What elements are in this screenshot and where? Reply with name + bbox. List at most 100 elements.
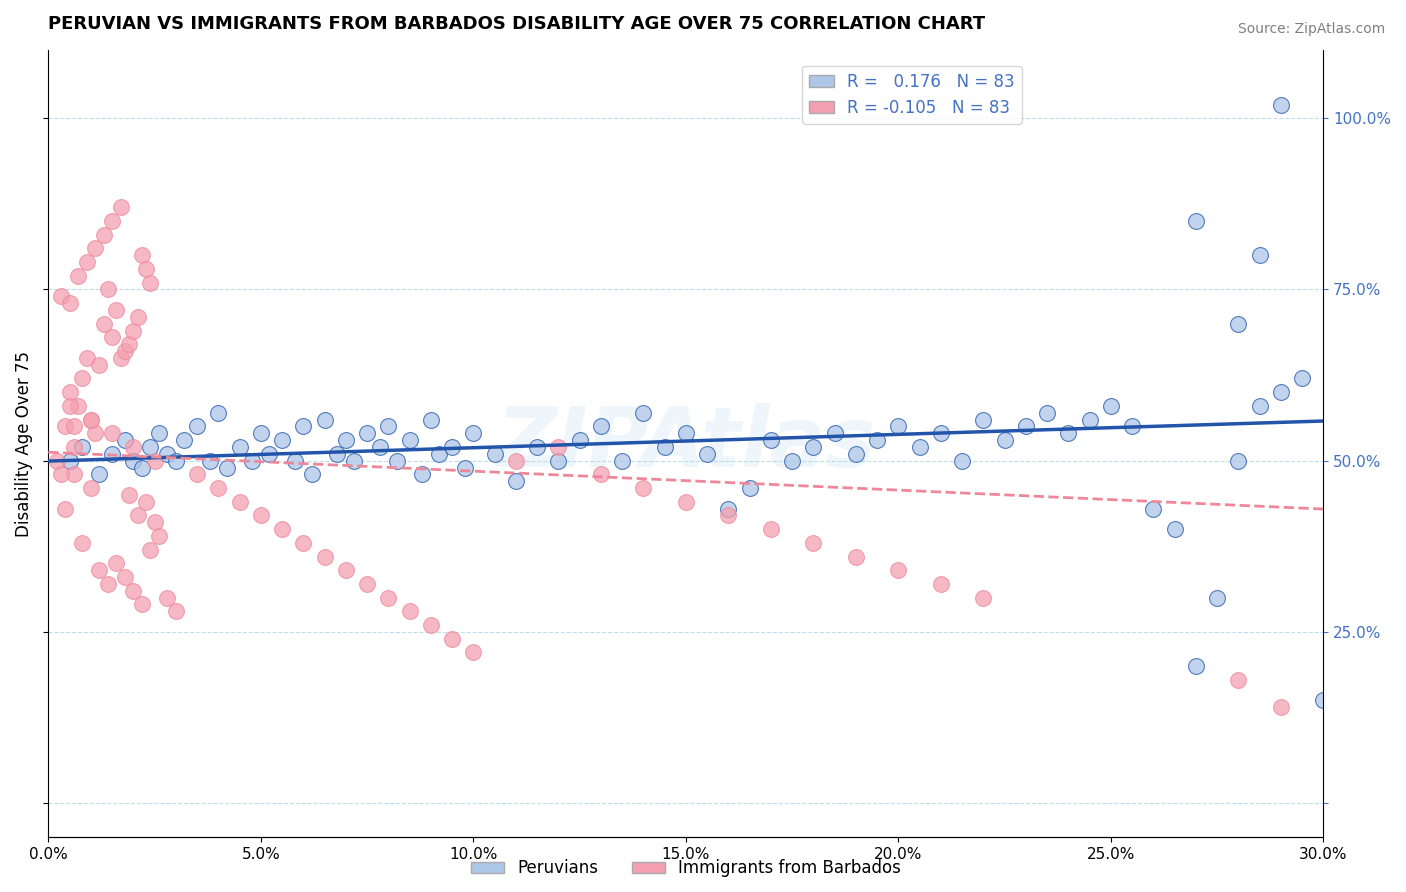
- Point: [1227, 453, 1250, 467]
- Point: [215, 460, 238, 475]
- Point: [122, 324, 145, 338]
- Point: [411, 467, 433, 482]
- Point: [463, 426, 485, 441]
- Point: [589, 467, 612, 482]
- Point: [929, 426, 952, 441]
- Point: [866, 433, 889, 447]
- Point: [801, 440, 824, 454]
- Point: [1312, 693, 1334, 707]
- Point: [505, 453, 527, 467]
- Point: [122, 583, 145, 598]
- Point: [950, 453, 973, 467]
- Point: [845, 447, 868, 461]
- Point: [114, 433, 136, 447]
- Point: [156, 591, 179, 605]
- Point: [122, 440, 145, 454]
- Point: [148, 426, 170, 441]
- Point: [440, 440, 463, 454]
- Point: [398, 604, 420, 618]
- Point: [1142, 501, 1164, 516]
- Point: [148, 529, 170, 543]
- Point: [118, 337, 141, 351]
- Point: [84, 426, 107, 441]
- Point: [173, 433, 195, 447]
- Point: [110, 200, 132, 214]
- Point: [271, 522, 294, 536]
- Point: [356, 577, 378, 591]
- Point: [505, 474, 527, 488]
- Point: [131, 460, 153, 475]
- Point: [66, 268, 89, 283]
- Point: [1206, 591, 1229, 605]
- Point: [97, 283, 120, 297]
- Point: [738, 481, 761, 495]
- Point: [127, 508, 149, 523]
- Point: [1270, 385, 1292, 400]
- Point: [58, 453, 80, 467]
- Point: [301, 467, 323, 482]
- Point: [228, 494, 250, 508]
- Point: [547, 440, 569, 454]
- Point: [1036, 406, 1059, 420]
- Point: [131, 598, 153, 612]
- Point: [547, 453, 569, 467]
- Point: [165, 604, 187, 618]
- Point: [759, 522, 782, 536]
- Point: [259, 447, 281, 461]
- Point: [1291, 371, 1313, 385]
- Point: [72, 536, 94, 550]
- Text: Source: ZipAtlas.com: Source: ZipAtlas.com: [1237, 22, 1385, 37]
- Point: [80, 412, 103, 426]
- Point: [1099, 399, 1122, 413]
- Point: [463, 645, 485, 659]
- Point: [993, 433, 1015, 447]
- Point: [127, 310, 149, 324]
- Point: [143, 516, 166, 530]
- Point: [165, 453, 187, 467]
- Point: [972, 412, 994, 426]
- Point: [1270, 700, 1292, 714]
- Point: [249, 426, 271, 441]
- Point: [101, 426, 124, 441]
- Point: [1249, 248, 1271, 262]
- Point: [675, 426, 697, 441]
- Point: [101, 214, 124, 228]
- Point: [207, 406, 229, 420]
- Point: [135, 262, 157, 277]
- Point: [1121, 419, 1143, 434]
- Point: [66, 399, 89, 413]
- Text: ZIPAtlas: ZIPAtlas: [496, 403, 876, 484]
- Point: [93, 317, 115, 331]
- Point: [62, 419, 84, 434]
- Point: [377, 419, 399, 434]
- Point: [343, 453, 366, 467]
- Point: [80, 412, 103, 426]
- Point: [1015, 419, 1038, 434]
- Point: [484, 447, 506, 461]
- Point: [249, 508, 271, 523]
- Point: [1184, 214, 1206, 228]
- Text: PERUVIAN VS IMMIGRANTS FROM BARBADOS DISABILITY AGE OVER 75 CORRELATION CHART: PERUVIAN VS IMMIGRANTS FROM BARBADOS DIS…: [48, 15, 986, 33]
- Point: [122, 453, 145, 467]
- Point: [72, 440, 94, 454]
- Point: [314, 412, 336, 426]
- Point: [292, 419, 315, 434]
- Point: [131, 248, 153, 262]
- Point: [801, 536, 824, 550]
- Point: [633, 406, 655, 420]
- Point: [93, 227, 115, 242]
- Point: [62, 467, 84, 482]
- Point: [228, 440, 250, 454]
- Y-axis label: Disability Age Over 75: Disability Age Over 75: [15, 351, 32, 537]
- Point: [824, 426, 846, 441]
- Point: [45, 453, 67, 467]
- Point: [1078, 412, 1101, 426]
- Point: [53, 501, 76, 516]
- Point: [58, 296, 80, 310]
- Point: [1270, 97, 1292, 112]
- Point: [139, 542, 162, 557]
- Point: [368, 440, 391, 454]
- Point: [156, 447, 179, 461]
- Point: [49, 289, 72, 303]
- Point: [427, 447, 450, 461]
